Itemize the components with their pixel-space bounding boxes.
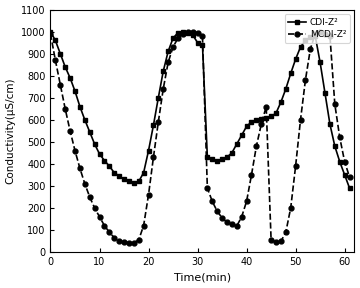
CDI-Z² (48, 30, 53, 33)
Y-axis label: Conductivity(μS/cm): Conductivity(μS/cm) (5, 77, 15, 184)
MCDI-Z² (132, 241, 136, 245)
MCDI-Z² (73, 149, 77, 152)
MCDI-Z² (347, 175, 352, 179)
Line: CDI-Z²: CDI-Z² (48, 29, 352, 191)
CDI-Z² (342, 173, 347, 177)
CDI-Z² (127, 180, 131, 183)
CDI-Z² (107, 164, 112, 168)
X-axis label: Time(min): Time(min) (174, 272, 231, 283)
CDI-Z² (230, 151, 234, 155)
MCDI-Z² (127, 241, 131, 244)
MCDI-Z² (186, 30, 190, 33)
CDI-Z² (73, 89, 77, 93)
MCDI-Z² (205, 186, 210, 190)
MCDI-Z² (318, 30, 322, 33)
Legend: CDI-Z², MCDI-Z²: CDI-Z², MCDI-Z² (284, 14, 350, 43)
Line: MCDI-Z²: MCDI-Z² (48, 29, 352, 245)
CDI-Z² (308, 35, 312, 39)
MCDI-Z² (48, 32, 53, 35)
CDI-Z² (347, 186, 352, 190)
MCDI-Z² (107, 230, 112, 234)
MCDI-Z² (239, 215, 244, 219)
